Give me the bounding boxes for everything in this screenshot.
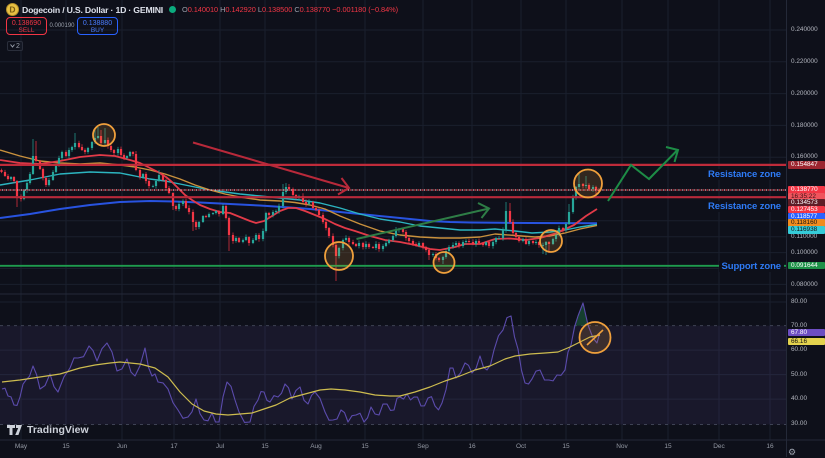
svg-text:D: D bbox=[9, 5, 15, 15]
